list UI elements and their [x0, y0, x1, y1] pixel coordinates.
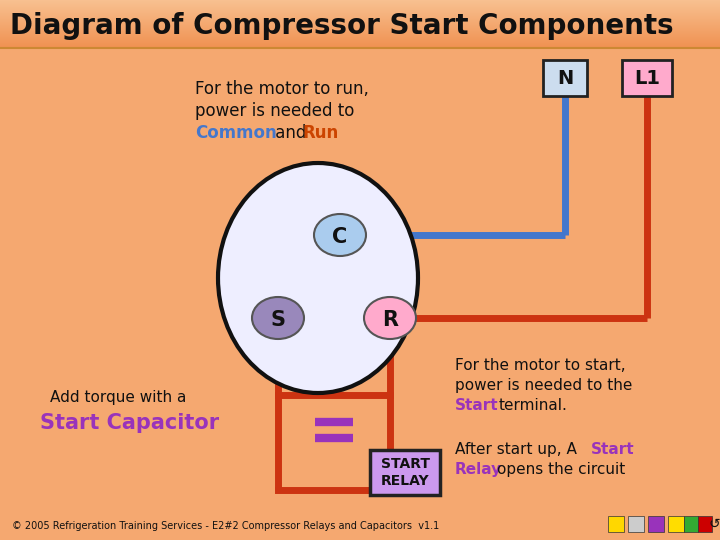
Text: RELAY: RELAY	[381, 474, 429, 488]
Text: After start up, A: After start up, A	[455, 442, 577, 457]
Bar	[648, 516, 664, 532]
FancyBboxPatch shape	[370, 450, 440, 495]
Text: ↺: ↺	[708, 517, 720, 531]
Bar	[0, 38, 720, 39]
Text: © 2005 Refrigeration Training Services - E2#2 Compressor Relays and Capacitors  : © 2005 Refrigeration Training Services -…	[12, 521, 439, 531]
Bar	[0, 20, 720, 21]
Bar	[0, 16, 720, 17]
Text: power is needed to the: power is needed to the	[455, 378, 632, 393]
Bar	[0, 32, 720, 33]
Bar	[0, 14, 720, 15]
Text: power is needed to: power is needed to	[195, 102, 354, 120]
Text: 7: 7	[703, 518, 714, 534]
FancyBboxPatch shape	[543, 60, 587, 96]
Bar	[0, 13, 720, 14]
Text: START: START	[380, 457, 430, 471]
Bar	[0, 46, 720, 47]
Text: Diagram of Compressor Start Components: Diagram of Compressor Start Components	[10, 12, 674, 40]
Bar	[0, 27, 720, 28]
Bar	[0, 47, 720, 48]
Bar	[0, 36, 720, 37]
Bar	[0, 39, 720, 40]
Text: L1: L1	[634, 70, 660, 89]
Bar	[0, 22, 720, 23]
Bar	[628, 516, 644, 532]
Bar	[0, 12, 720, 13]
Bar	[0, 26, 720, 27]
Bar	[0, 2, 720, 3]
Text: Relay: Relay	[455, 462, 502, 477]
Text: opens the circuit: opens the circuit	[497, 462, 625, 477]
Bar	[0, 0, 720, 1]
Bar	[0, 42, 720, 43]
Ellipse shape	[218, 163, 418, 393]
Bar	[0, 40, 720, 41]
Bar	[0, 44, 720, 45]
Text: R: R	[382, 310, 398, 330]
Bar	[608, 516, 624, 532]
Bar	[0, 18, 720, 19]
Bar	[0, 41, 720, 42]
Bar	[0, 3, 720, 4]
Text: Add torque with a: Add torque with a	[50, 390, 186, 405]
Bar	[0, 23, 720, 24]
Text: Run: Run	[303, 124, 339, 142]
Bar	[0, 31, 720, 32]
Text: and: and	[270, 124, 312, 142]
Ellipse shape	[364, 297, 416, 339]
Text: C: C	[333, 227, 348, 247]
Text: Start: Start	[455, 398, 499, 413]
Text: N: N	[557, 70, 573, 89]
Bar	[0, 1, 720, 2]
Bar	[0, 4, 720, 5]
Bar	[0, 10, 720, 11]
Bar	[0, 11, 720, 12]
Bar	[0, 28, 720, 29]
Bar	[0, 35, 720, 36]
Ellipse shape	[252, 297, 304, 339]
Text: Start: Start	[591, 442, 634, 457]
Bar	[0, 9, 720, 10]
FancyBboxPatch shape	[622, 60, 672, 96]
Bar	[0, 8, 720, 9]
Bar	[0, 17, 720, 18]
Bar	[0, 24, 720, 25]
Text: S: S	[271, 310, 286, 330]
Text: Start Capacitor: Start Capacitor	[40, 413, 219, 433]
Text: For the motor to run,: For the motor to run,	[195, 80, 369, 98]
Bar	[0, 6, 720, 7]
Ellipse shape	[314, 214, 366, 256]
Bar	[0, 37, 720, 38]
Bar	[0, 25, 720, 26]
Bar	[698, 516, 712, 532]
Text: terminal.: terminal.	[499, 398, 568, 413]
Bar	[0, 7, 720, 8]
Bar	[0, 21, 720, 22]
Bar	[0, 19, 720, 20]
Bar	[0, 30, 720, 31]
Bar	[0, 33, 720, 34]
Bar	[0, 43, 720, 44]
Bar	[0, 15, 720, 16]
Bar	[0, 5, 720, 6]
Text: Common: Common	[195, 124, 276, 142]
Bar	[668, 516, 684, 532]
Text: For the motor to start,: For the motor to start,	[455, 358, 626, 373]
Bar	[684, 516, 698, 532]
Bar	[0, 29, 720, 30]
Bar	[0, 34, 720, 35]
Bar	[0, 45, 720, 46]
